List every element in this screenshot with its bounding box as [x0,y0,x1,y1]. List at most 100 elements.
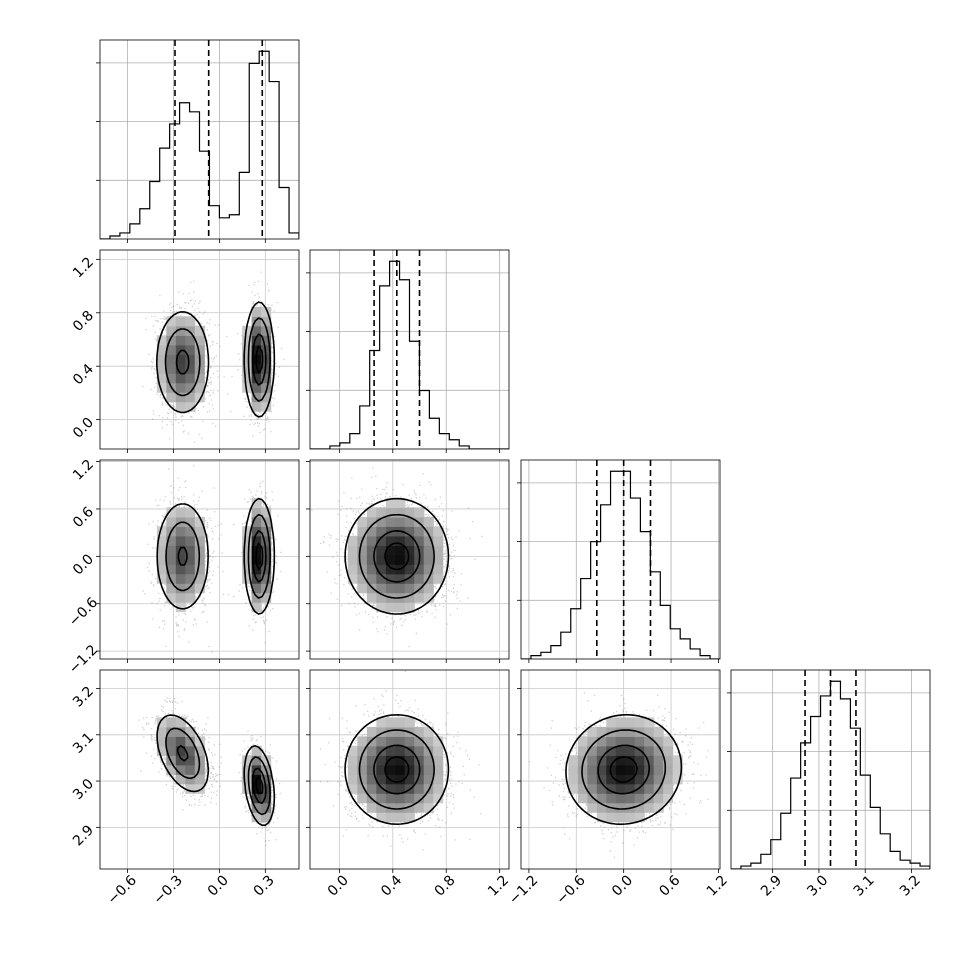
density-cell [185,726,196,737]
contour-level-1 [581,729,667,810]
y-tick-label: 0.0 [70,551,97,578]
contour-level-2 [175,333,267,386]
density-cell [404,802,415,813]
density-cell [433,774,444,785]
density-cell [366,535,377,546]
density-cell [625,764,636,775]
x-tick-label: 0.8 [432,872,459,899]
density-cell [568,774,579,785]
density-cell [433,736,444,747]
density-cell [357,516,368,527]
density-cell [194,516,205,527]
density-cell [194,764,205,775]
density-cell [175,507,186,518]
density-cell [433,573,444,584]
contour-level-1 [358,729,435,810]
x-tick-label: −0.6 [105,872,140,907]
density-cell [366,507,377,518]
density-cell [423,545,434,556]
density-cell [251,401,262,412]
panel-frame [730,669,931,870]
density-cell [185,373,196,384]
density-cell [433,764,444,775]
density-cell [166,363,177,374]
density-cell [404,507,415,518]
density-cell [185,592,196,603]
density-cell [376,535,387,546]
density-cell [596,783,607,794]
density-cell [185,526,196,537]
density-cell [242,344,253,355]
density-cell [395,497,406,508]
density-cell [404,583,415,594]
scatter-panel-content [100,250,299,449]
density-cell [385,545,396,556]
density-cell [194,325,205,336]
density-cell [606,755,617,766]
density-cell [357,554,368,565]
histogram-panel-3 [727,669,931,873]
density-cell [596,736,607,747]
histogram-step [100,50,299,239]
density-cell [663,783,674,794]
density-cell [395,736,406,747]
density-cell [577,764,588,775]
contour-level-3 [384,542,410,571]
density-cell [242,554,253,565]
density-cell [644,726,655,737]
density-cell [653,774,664,785]
density-cell [261,755,272,766]
density-cell [606,717,617,728]
density-cell [404,592,415,603]
contour-level-3 [609,756,638,783]
density-cell [166,573,177,584]
density-cell [376,764,387,775]
panel-frame [309,459,510,660]
scatter-panel-content [310,460,509,659]
density-cell [433,554,444,565]
density-cell [625,717,636,728]
density-cell [587,755,598,766]
density-cell [577,783,588,794]
density-cell [175,736,186,747]
density-cell [663,774,674,785]
density-cell [261,507,272,518]
density-cell [625,755,636,766]
density-cell [404,573,415,584]
x-tick-label: 3.2 [897,872,924,899]
panel-frame [309,249,510,450]
density-cell [185,392,196,403]
density-cell [251,764,262,775]
density-cell [366,516,377,527]
panel-frame [99,669,300,870]
density-cell [606,764,617,775]
density-cell [615,774,626,785]
density-cell [261,802,272,813]
density-cell [175,526,186,537]
scatter-panel-3-1 [306,669,510,873]
density-cell [404,745,415,756]
density-cell [385,793,396,804]
density-cell [185,564,196,575]
density-cell [166,764,177,775]
density-cell [175,535,186,546]
density-cell [385,554,396,565]
panel-frame [520,669,721,870]
histogram-step [310,260,509,449]
density-cell [395,774,406,785]
density-cell [568,755,579,766]
density-cell [242,774,253,785]
density-cell [166,316,177,327]
density-cell [577,793,588,804]
density-cell [261,573,272,584]
density-cell [166,535,177,546]
density-cell [395,745,406,756]
density-cell [251,316,262,327]
density-cell [166,736,177,747]
density-cell [185,554,196,565]
density-cell [357,573,368,584]
density-cell [261,592,272,603]
density-cell [366,592,377,603]
density-cell [395,726,406,737]
